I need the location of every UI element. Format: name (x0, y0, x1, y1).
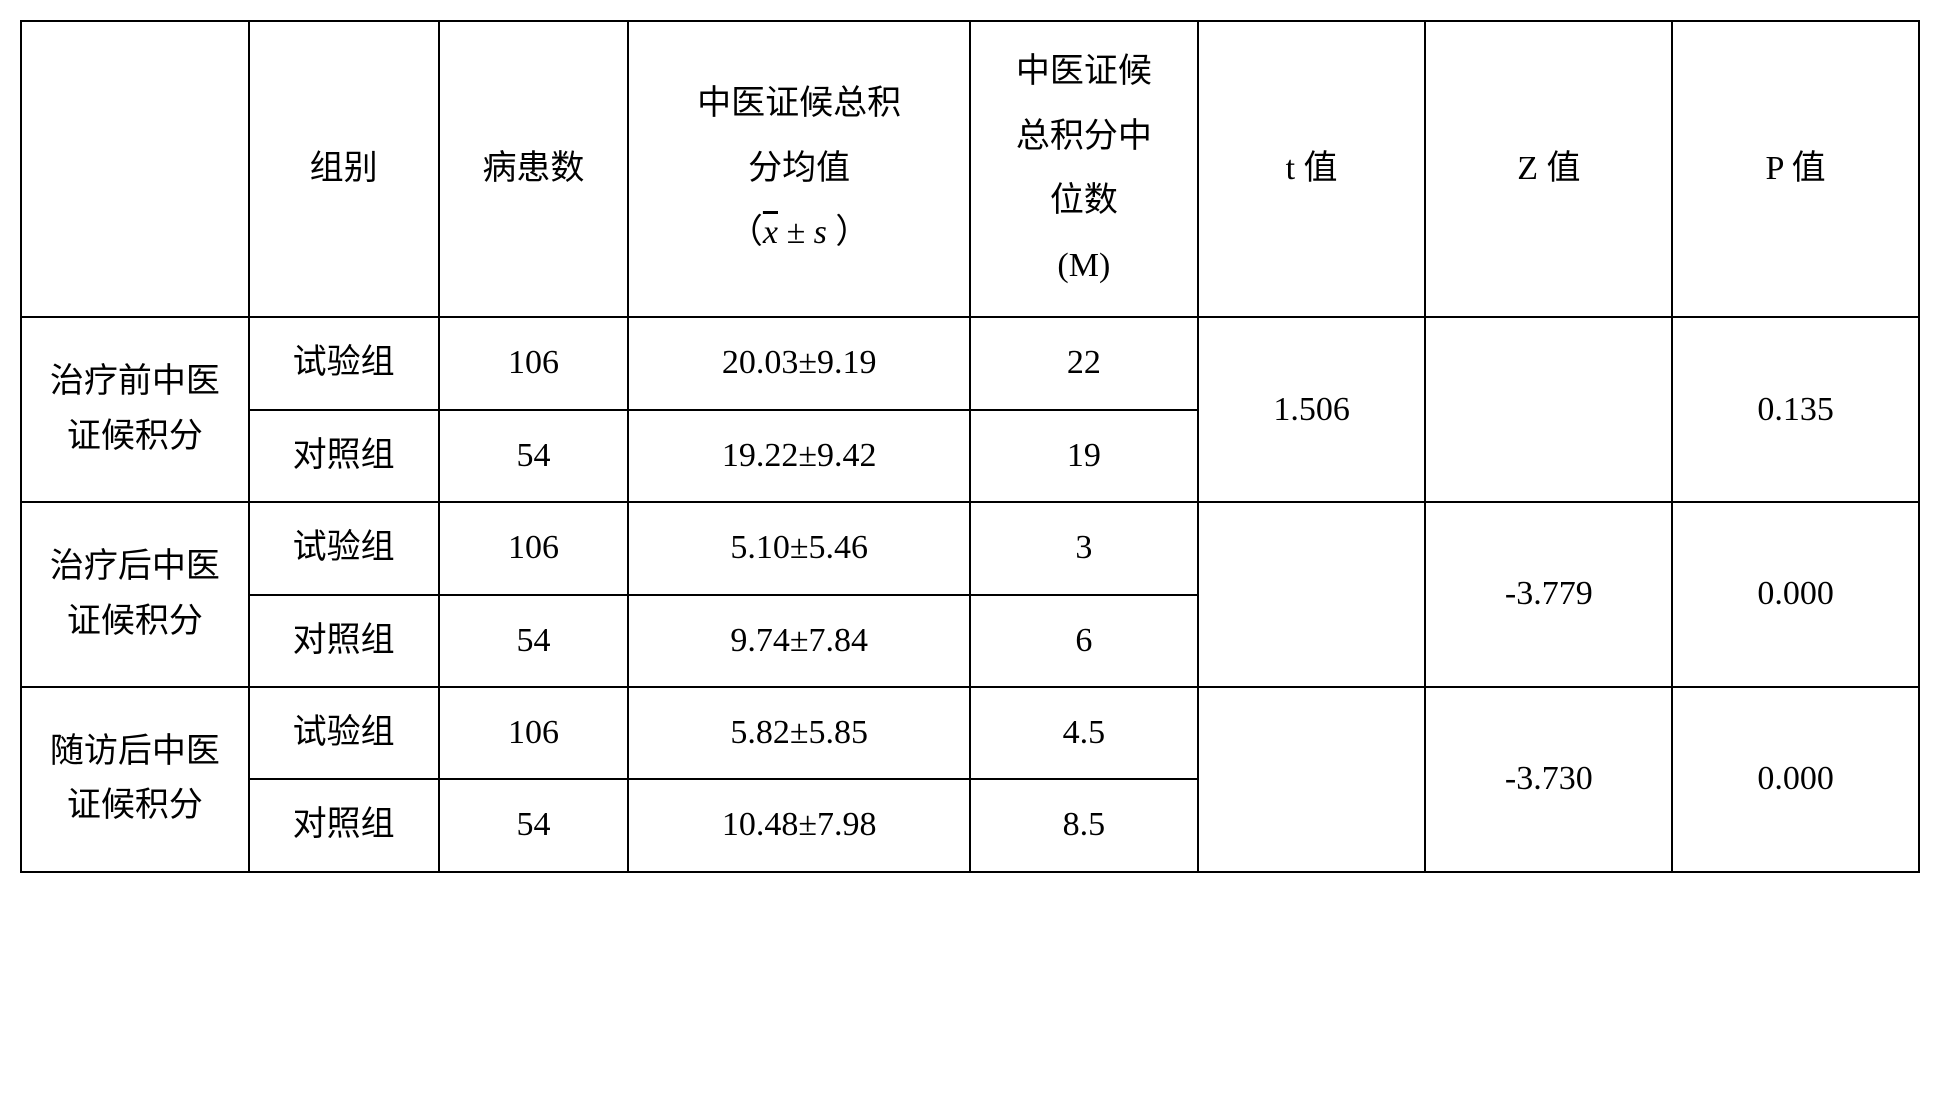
header-n: 病患数 (439, 21, 629, 317)
cell-group: 试验组 (249, 687, 439, 779)
section-label: 治疗后中医 证候积分 (21, 502, 249, 687)
cell-n: 106 (439, 502, 629, 594)
header-mean-sd-line2: 分均值 (748, 150, 850, 187)
tcm-syndrome-score-table: 组别 病患数 中医证候总积 分均值 （x ± s ） 中医证候 总积分中 位数 … (20, 20, 1920, 873)
header-median-line1: 中医证候 (1016, 53, 1152, 90)
cell-n: 106 (439, 317, 629, 409)
header-median: 中医证候 总积分中 位数 (M) (970, 21, 1198, 317)
cell-p-value: 0.000 (1672, 687, 1919, 872)
header-median-line4: (M) (1057, 247, 1110, 284)
table-row: 治疗前中医 证候积分 试验组 106 20.03±9.19 22 1.506 0… (21, 317, 1919, 409)
header-mean-sd: 中医证候总积 分均值 （x ± s ） (628, 21, 970, 317)
cell-n: 54 (439, 410, 629, 502)
cell-z-value (1425, 317, 1672, 502)
cell-mean-sd: 5.10±5.46 (628, 502, 970, 594)
cell-median: 19 (970, 410, 1198, 502)
cell-median: 3 (970, 502, 1198, 594)
cell-t-value (1198, 687, 1426, 872)
section-label: 随访后中医 证候积分 (21, 687, 249, 872)
cell-mean-sd: 20.03±9.19 (628, 317, 970, 409)
cell-group: 对照组 (249, 410, 439, 502)
header-median-line3: 位数 (1050, 182, 1118, 219)
header-t-value: t 值 (1198, 21, 1426, 317)
header-group: 组别 (249, 21, 439, 317)
cell-z-value: -3.730 (1425, 687, 1672, 872)
cell-p-value: 0.135 (1672, 317, 1919, 502)
header-mean-sd-formula: （x ± s ） (729, 214, 870, 251)
table-header-row: 组别 病患数 中医证候总积 分均值 （x ± s ） 中医证候 总积分中 位数 … (21, 21, 1919, 317)
cell-median: 8.5 (970, 779, 1198, 871)
cell-n: 106 (439, 687, 629, 779)
cell-mean-sd: 10.48±7.98 (628, 779, 970, 871)
cell-t-value: 1.506 (1198, 317, 1426, 502)
cell-mean-sd: 5.82±5.85 (628, 687, 970, 779)
cell-group: 对照组 (249, 779, 439, 871)
header-mean-sd-line1: 中医证候总积 (697, 85, 901, 122)
cell-group: 试验组 (249, 317, 439, 409)
cell-mean-sd: 9.74±7.84 (628, 595, 970, 687)
cell-p-value: 0.000 (1672, 502, 1919, 687)
cell-mean-sd: 19.22±9.42 (628, 410, 970, 502)
cell-n: 54 (439, 595, 629, 687)
section-label: 治疗前中医 证候积分 (21, 317, 249, 502)
cell-t-value (1198, 502, 1426, 687)
header-median-line2: 总积分中 (1016, 118, 1152, 155)
header-z-value: Z 值 (1425, 21, 1672, 317)
cell-group: 试验组 (249, 502, 439, 594)
header-blank (21, 21, 249, 317)
cell-median: 6 (970, 595, 1198, 687)
cell-n: 54 (439, 779, 629, 871)
cell-median: 4.5 (970, 687, 1198, 779)
cell-median: 22 (970, 317, 1198, 409)
table-row: 治疗后中医 证候积分 试验组 106 5.10±5.46 3 -3.779 0.… (21, 502, 1919, 594)
cell-z-value: -3.779 (1425, 502, 1672, 687)
cell-group: 对照组 (249, 595, 439, 687)
table-row: 随访后中医 证候积分 试验组 106 5.82±5.85 4.5 -3.730 … (21, 687, 1919, 779)
header-p-value: P 值 (1672, 21, 1919, 317)
